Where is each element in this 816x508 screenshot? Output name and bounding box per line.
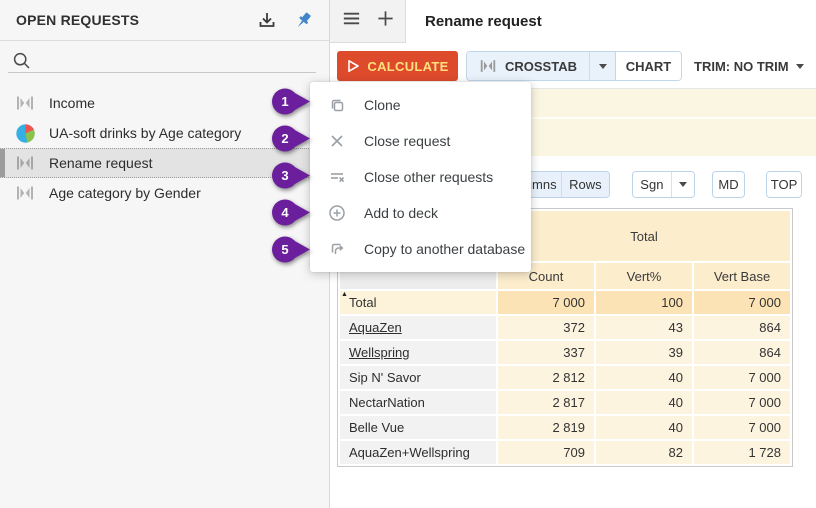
add-tab-icon[interactable]: [376, 9, 395, 33]
table-cell[interactable]: 709: [498, 441, 594, 464]
pie-chart-icon: [14, 122, 36, 144]
table-cell[interactable]: 43: [596, 316, 692, 339]
table-row: AquaZen 372 43 864: [340, 316, 790, 339]
chevron-down-icon: [796, 64, 804, 69]
sgn-button[interactable]: Sgn: [633, 172, 671, 197]
copy-arrow-icon: [327, 239, 347, 259]
table-cell[interactable]: 40: [596, 391, 692, 414]
crosstab-view-button[interactable]: CROSSTAB: [467, 52, 589, 80]
table-cell[interactable]: 40: [596, 416, 692, 439]
sgn-dropdown-group: Sgn: [632, 171, 695, 198]
sidebar-item-label: Income: [49, 95, 95, 111]
row-label[interactable]: NectarNation: [340, 391, 496, 414]
column-group-header[interactable]: Total: [498, 211, 790, 261]
table-cell[interactable]: 7 000: [694, 366, 790, 389]
sidebar-item-label: Rename request: [49, 155, 153, 171]
sidebar-item-income[interactable]: Income: [0, 88, 329, 118]
menu-item-copy-to-another-database[interactable]: Copy to another database: [310, 231, 531, 267]
sidebar-item-label: UA-soft drinks by Age category: [49, 125, 241, 141]
sidebar-item-label: Age category by Gender: [49, 185, 201, 201]
table-row: AquaZen+Wellspring 709 82 1 728: [340, 441, 790, 464]
table-cell[interactable]: 100: [596, 291, 692, 314]
page-title: Rename request: [425, 0, 542, 43]
crosstab-dropdown-caret[interactable]: [589, 52, 615, 80]
table-row: Wellspring 337 39 864: [340, 341, 790, 364]
calculate-button[interactable]: CALCULATE: [337, 51, 458, 81]
table-cell[interactable]: 2 819: [498, 416, 594, 439]
tab-strip: [330, 0, 406, 43]
chart-view-button[interactable]: CHART: [615, 52, 681, 80]
table-cell[interactable]: 7 000: [694, 416, 790, 439]
row-label-link[interactable]: Wellspring: [340, 341, 496, 364]
sgn-dropdown-caret[interactable]: [671, 172, 694, 197]
crosstab-icon: [479, 57, 497, 75]
column-header-vertbase[interactable]: Vert Base: [694, 263, 790, 289]
menu-item-close-request[interactable]: Close request: [310, 123, 531, 159]
panel-title: OPEN REQUESTS: [16, 0, 139, 41]
request-search: [0, 41, 329, 81]
pin-icon[interactable]: [291, 9, 315, 33]
sidebar-item-rename-request[interactable]: Rename request: [0, 148, 329, 178]
sidebar-header: OPEN REQUESTS: [0, 0, 329, 41]
table-cell[interactable]: 2 812: [498, 366, 594, 389]
sort-marker-icon: ▲: [341, 291, 348, 298]
crosstab-icon: [14, 182, 36, 204]
menu-item-add-to-deck[interactable]: Add to deck: [310, 195, 531, 231]
table-cell[interactable]: 864: [694, 316, 790, 339]
close-icon: [327, 131, 347, 151]
table-cell[interactable]: 1 728: [694, 441, 790, 464]
row-label[interactable]: ▲Total: [340, 291, 496, 314]
clone-icon: [327, 95, 347, 115]
md-button-wrap: MD: [712, 171, 745, 198]
table-cell[interactable]: 40: [596, 366, 692, 389]
row-label-link[interactable]: AquaZen: [340, 316, 496, 339]
row-label[interactable]: Belle Vue: [340, 416, 496, 439]
menu-item-clone[interactable]: Clone: [310, 87, 531, 123]
menu-hamburger-icon[interactable]: [341, 8, 362, 34]
row-label[interactable]: AquaZen+Wellspring: [340, 441, 496, 464]
table-row: NectarNation 2 817 40 7 000: [340, 391, 790, 414]
table-cell[interactable]: 7 000: [694, 291, 790, 314]
trim-dropdown[interactable]: TRIM: NO TRIM: [694, 51, 804, 81]
table-cell[interactable]: 372: [498, 316, 594, 339]
table-row-total: ▲Total 7 000 100 7 000: [340, 291, 790, 314]
top-button-wrap: TOP: [766, 171, 802, 198]
crosstab-icon: [14, 92, 36, 114]
view-switch-group: CROSSTAB CHART: [466, 51, 682, 81]
row-label[interactable]: Sip N' Savor: [340, 366, 496, 389]
download-icon[interactable]: [255, 9, 279, 33]
search-icon: [12, 51, 32, 71]
chevron-down-icon: [599, 64, 607, 69]
top-button[interactable]: TOP: [767, 172, 801, 197]
md-button[interactable]: MD: [713, 172, 744, 197]
table-cell[interactable]: 864: [694, 341, 790, 364]
chevron-down-icon: [679, 182, 687, 187]
request-context-menu: Clone Close request Close other requests…: [310, 82, 531, 272]
crosstab-icon: [14, 152, 36, 174]
table-cell[interactable]: 82: [596, 441, 692, 464]
table-row: Sip N' Savor 2 812 40 7 000: [340, 366, 790, 389]
table-cell[interactable]: 337: [498, 341, 594, 364]
menu-item-close-other-requests[interactable]: Close other requests: [310, 159, 531, 195]
table-cell[interactable]: 39: [596, 341, 692, 364]
close-others-icon: [327, 167, 347, 187]
sidebar-item-ua-soft-drinks[interactable]: UA-soft drinks by Age category: [0, 118, 329, 148]
play-icon: [346, 59, 360, 73]
open-requests-panel: OPEN REQUESTS: [0, 0, 330, 508]
table-row: Belle Vue 2 819 40 7 000: [340, 416, 790, 439]
request-list: Income UA-soft drinks by Age category Re…: [0, 88, 329, 208]
column-header-vertpct[interactable]: Vert%: [596, 263, 692, 289]
add-circle-icon: [327, 203, 347, 223]
table-cell[interactable]: 2 817: [498, 391, 594, 414]
table-cell[interactable]: 7 000: [498, 291, 594, 314]
search-input[interactable]: [34, 49, 316, 73]
sidebar-item-age-by-gender[interactable]: Age category by Gender: [0, 178, 329, 208]
table-cell[interactable]: 7 000: [694, 391, 790, 414]
rows-button[interactable]: Rows: [562, 172, 609, 197]
